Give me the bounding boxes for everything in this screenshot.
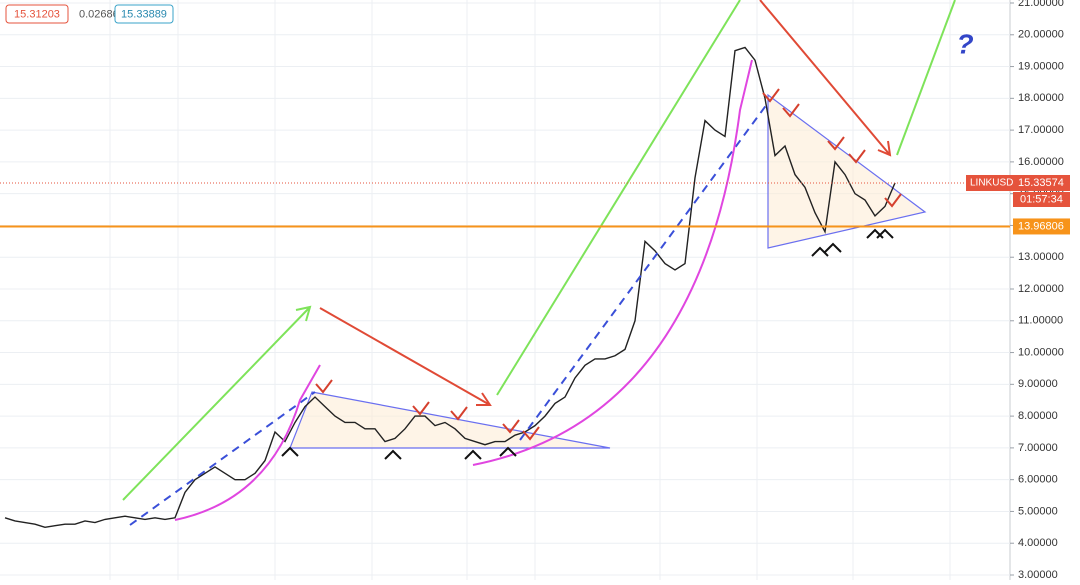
y-tick-label: 17.00000	[1018, 124, 1064, 136]
triangles	[289, 93, 927, 449]
y-tick-label: 11.00000	[1018, 315, 1063, 327]
price-badge	[1013, 174, 1070, 191]
price-badge-label: 13.96806	[1018, 220, 1064, 232]
header-value: 15.31203	[14, 8, 60, 20]
y-tick-label: 12.00000	[1018, 283, 1064, 295]
y-tick-label: 4.00000	[1018, 537, 1058, 549]
y-tick-label: 18.00000	[1018, 92, 1064, 104]
y-tick-label: 8.00000	[1018, 410, 1058, 422]
series	[4, 46, 896, 529]
y-tick-label: 6.00000	[1018, 474, 1058, 486]
symbol-badge	[966, 174, 1013, 191]
price-badge-label: 15.33574	[1018, 177, 1064, 189]
header: 15.31203 0.02686 15.33889	[5, 4, 174, 24]
countdown-label: 01:57:34	[1020, 193, 1063, 205]
vertical-grid	[109, 0, 951, 580]
y-tick-label: 10.00000	[1018, 346, 1064, 358]
header-value: 0.02686	[79, 8, 119, 20]
symbol-label: LINKUSD	[970, 178, 1013, 189]
price-badge	[1013, 218, 1070, 235]
header-value: 15.33889	[121, 8, 167, 20]
price-lines: 15.33574 LINKUSD 01:57:34 13.96806	[0, 174, 1070, 235]
y-tick-label: 21.00000	[1018, 0, 1064, 9]
y-tick-label: 9.00000	[1018, 378, 1058, 390]
y-tick-label: 7.00000	[1018, 442, 1058, 454]
y-tick-label: 5.00000	[1018, 505, 1058, 517]
y-tick-label: 20.00000	[1018, 29, 1064, 41]
y-tick-label: 3.00000	[1018, 569, 1058, 580]
grid: 3.00000 4.00000 5.00000 6.00000 7.00000 8.000…	[0, 0, 1064, 581]
annotation: ?	[956, 28, 973, 59]
y-tick-label: 13.00000	[1018, 251, 1064, 263]
countdown-badge	[1013, 191, 1070, 207]
y-tick-label: 19.00000	[1018, 60, 1064, 72]
y-tick-label: 16.00000	[1018, 156, 1064, 168]
trend-annotations	[122, 0, 956, 526]
price-line-series	[4, 46, 896, 529]
